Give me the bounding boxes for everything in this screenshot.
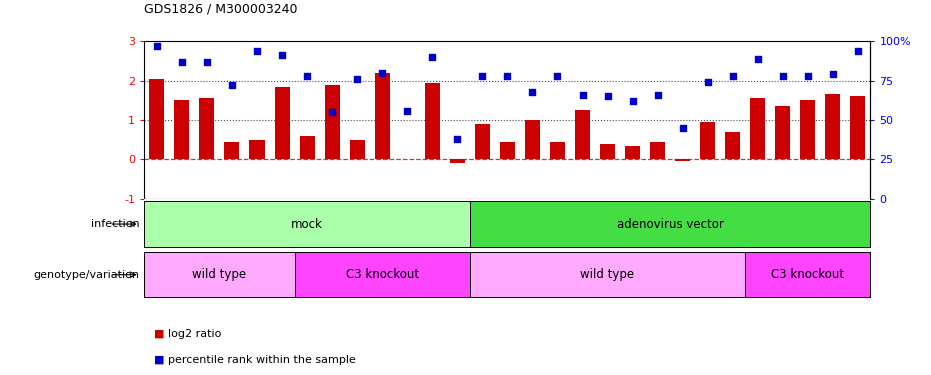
Point [475, 73, 490, 79]
Bar [746, 252, 870, 297]
Bar [525, 120, 540, 159]
Bar [294, 252, 470, 297]
Point [350, 76, 365, 82]
Text: genotype/variation: genotype/variation [34, 270, 140, 280]
Text: adenovirus vector: adenovirus vector [616, 217, 723, 231]
Bar [850, 96, 866, 159]
Bar [725, 132, 740, 159]
Bar [174, 100, 189, 159]
Bar [650, 142, 665, 159]
Bar [600, 144, 615, 159]
Point [250, 48, 264, 54]
Bar [801, 100, 816, 159]
Point [399, 108, 414, 114]
Point [325, 109, 340, 115]
Point [149, 43, 164, 49]
Point [700, 79, 715, 85]
Point [575, 92, 590, 98]
Point [675, 125, 690, 131]
Text: percentile rank within the sample: percentile rank within the sample [168, 355, 356, 365]
Point [750, 56, 765, 62]
Bar [300, 136, 315, 159]
Point [500, 73, 515, 79]
Bar [470, 252, 746, 297]
Bar [550, 142, 565, 159]
Bar [350, 140, 365, 159]
Point [650, 92, 665, 98]
Bar [144, 252, 294, 297]
Bar [575, 110, 590, 159]
Bar [450, 159, 465, 162]
Bar [625, 146, 641, 159]
Point [625, 98, 640, 104]
Bar [750, 98, 765, 159]
Point [375, 70, 390, 76]
Bar [144, 201, 470, 247]
Point [275, 53, 290, 58]
Point [550, 73, 565, 79]
Bar [500, 142, 515, 159]
Text: infection: infection [91, 219, 140, 229]
Bar [425, 82, 439, 159]
Point [450, 136, 465, 142]
Text: GDS1826 / M300003240: GDS1826 / M300003240 [144, 2, 298, 15]
Point [199, 59, 214, 65]
Bar [475, 124, 490, 159]
Bar [776, 106, 790, 159]
Text: mock: mock [291, 217, 323, 231]
Text: C3 knockout: C3 knockout [771, 268, 844, 281]
Text: wild type: wild type [193, 268, 247, 281]
Point [174, 59, 189, 65]
Bar [700, 122, 715, 159]
Bar [675, 159, 690, 161]
Bar [275, 87, 290, 159]
Point [851, 48, 866, 54]
Bar [325, 85, 340, 159]
Point [425, 54, 439, 60]
Point [600, 93, 615, 99]
Point [300, 73, 315, 79]
Point [525, 88, 540, 94]
Point [801, 73, 816, 79]
Point [224, 82, 239, 88]
Bar [826, 94, 841, 159]
Bar [224, 142, 239, 159]
Bar [199, 98, 214, 159]
Point [725, 73, 740, 79]
Text: ■: ■ [154, 355, 164, 365]
Text: wild type: wild type [581, 268, 635, 281]
Bar [374, 73, 390, 159]
Text: C3 knockout: C3 knockout [345, 268, 419, 281]
Bar [149, 79, 165, 159]
Point [776, 73, 790, 79]
Text: ■: ■ [154, 329, 164, 339]
Bar [250, 140, 264, 159]
Text: log2 ratio: log2 ratio [168, 329, 221, 339]
Bar [470, 201, 870, 247]
Point [826, 71, 841, 77]
